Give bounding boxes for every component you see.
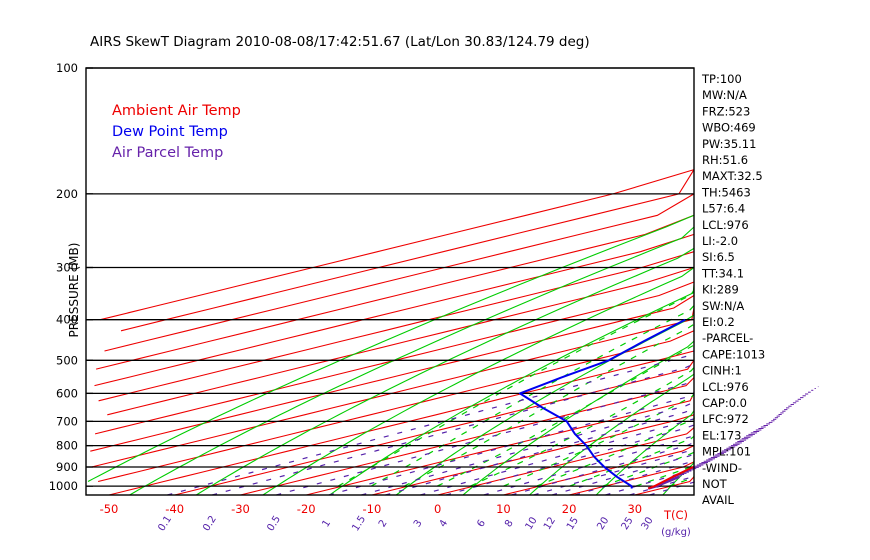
pressure-label: 600 [56,386,78,400]
legend-item-0: Ambient Air Temp [112,103,241,119]
parameter-item-4: PW:35.11 [702,137,756,151]
mixing-ratio-label: 6 [475,518,488,529]
profile-curves [518,318,694,490]
parameter-item-15: EI:0.2 [702,315,735,329]
parameter-item-10: LI:-2.0 [702,234,738,248]
moist-adiabat-lines [337,289,695,487]
parameter-item-9: LCL:976 [702,218,749,232]
pressure-label: 200 [56,187,78,201]
parameter-item-6: MAXT:32.5 [702,169,763,183]
profile-ambient-air-temp [647,466,694,490]
parameter-item-14: SW:N/A [702,299,744,313]
parameter-item-16: -PARCEL- [702,331,753,345]
parameter-item-21: LFC:972 [702,412,749,426]
pressure-label: 100 [56,61,78,75]
bottom-temp-label: 20 [562,502,577,516]
parameter-item-5: RH:51.6 [702,153,748,167]
parameter-item-25: NOT [702,477,728,491]
parameter-list: TP:100 MW:N/A FRZ:523 WBO:469 PW:35.11 RH:51.… [701,72,765,507]
parameter-item-0: TP:100 [701,72,742,86]
parameter-item-7: TH:5463 [701,185,751,199]
parameter-item-26: AVAIL [702,493,735,507]
parameter-item-20: CAP:0.0 [702,396,747,410]
pressure-label: 500 [56,353,78,367]
parameter-item-8: L57:6.4 [702,202,745,216]
parameter-item-17: CAPE:1013 [702,347,765,361]
parameter-item-23: MPL:101 [702,445,751,459]
bottom-temp-label: -10 [363,502,382,516]
mixing-ratio-label: 1 [320,518,333,529]
mixing-ratio-label: 2 [377,518,390,529]
mixing-ratio-tick-labels: 0.1 0.2 0.5 1 1.5 2 3 4 6 8 10 12 15 20 25 30 [156,514,655,533]
mixing-ratio-label: 4 [438,518,451,529]
parameter-item-3: WBO:469 [702,121,756,135]
bottom-temp-label: 30 [627,502,642,516]
pressure-tick-labels: 100 200 300 400 500 600 700 800 900 1000 [49,61,93,493]
plot-frame [85,67,695,496]
chart-title: AIRS SkewT Diagram 2010-08-08/17:42:51.6… [90,34,590,50]
bottom-temp-label: -30 [231,502,250,516]
legend-item-1: Dew Point Temp [112,124,228,140]
legend-item-2: Air Parcel Temp [112,145,223,161]
parameter-item-11: SI:6.5 [702,250,735,264]
pressure-label: 800 [56,439,78,453]
pressure-label: 900 [56,460,78,474]
bottom-temp-label: 0 [434,502,441,516]
parameter-item-19: LCL:976 [702,380,749,394]
pressure-label: 1000 [49,479,78,493]
bottom-temp-label: -50 [100,502,119,516]
x-axis-mixing-label: (g/kg) [661,527,691,538]
mixing-ratio-label: 8 [503,518,516,529]
parameter-item-18: CINH:1 [702,364,742,378]
mixing-ratio-lines [167,350,696,496]
parameter-item-2: FRZ:523 [702,104,750,118]
parameter-item-24: -WIND- [702,461,742,475]
y-axis-label: PRESSURE (MB) [67,243,81,338]
pressure-label: 300 [56,261,78,275]
bottom-temp-label: -20 [297,502,316,516]
mixing-ratio-label: 3 [412,518,425,529]
pressure-label: 400 [56,313,78,327]
bottom-temp-label: -40 [165,502,184,516]
profile-dew-point-temp [518,318,686,489]
x-axis-temp-label: T(C) [663,508,688,522]
parameter-item-1: MW:N/A [702,88,747,102]
bottom-temp-label: 10 [496,502,511,516]
pressure-label: 700 [56,414,78,428]
parameter-item-22: EL:173 [702,428,742,442]
bottom-temp-tick-labels: -50 -40 -30 -20 -10 0 10 20 30 [100,502,643,516]
chart-legend: Ambient Air Temp Dew Point Temp Air Parcel… [112,103,241,161]
parameter-item-12: TT:34.1 [701,266,744,280]
parameter-item-13: KI:289 [702,283,739,297]
